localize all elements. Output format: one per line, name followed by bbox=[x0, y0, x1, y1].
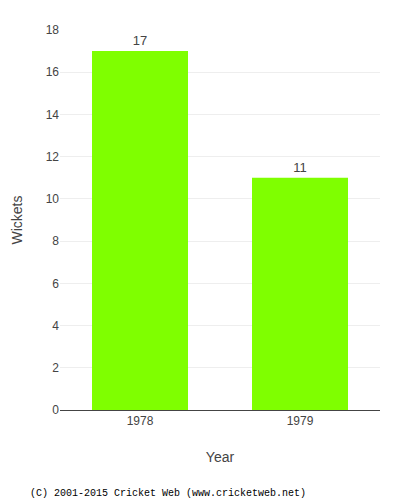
svg-text:1978: 1978 bbox=[127, 414, 154, 428]
svg-text:17: 17 bbox=[133, 33, 147, 48]
svg-text:6: 6 bbox=[52, 277, 59, 291]
svg-text:(C) 2001-2015 Cricket Web (www: (C) 2001-2015 Cricket Web (www.cricketwe… bbox=[30, 488, 306, 499]
svg-text:1979: 1979 bbox=[287, 414, 314, 428]
svg-text:0: 0 bbox=[52, 403, 59, 417]
svg-text:11: 11 bbox=[293, 160, 307, 175]
svg-text:4: 4 bbox=[52, 319, 59, 333]
svg-text:12: 12 bbox=[46, 150, 60, 164]
svg-text:Wickets: Wickets bbox=[9, 196, 25, 245]
svg-text:10: 10 bbox=[46, 192, 60, 206]
svg-text:18: 18 bbox=[46, 23, 60, 37]
svg-text:2: 2 bbox=[52, 361, 59, 375]
svg-text:8: 8 bbox=[52, 234, 59, 248]
svg-text:16: 16 bbox=[46, 65, 60, 79]
svg-text:Year: Year bbox=[206, 449, 235, 465]
svg-text:14: 14 bbox=[46, 108, 60, 122]
